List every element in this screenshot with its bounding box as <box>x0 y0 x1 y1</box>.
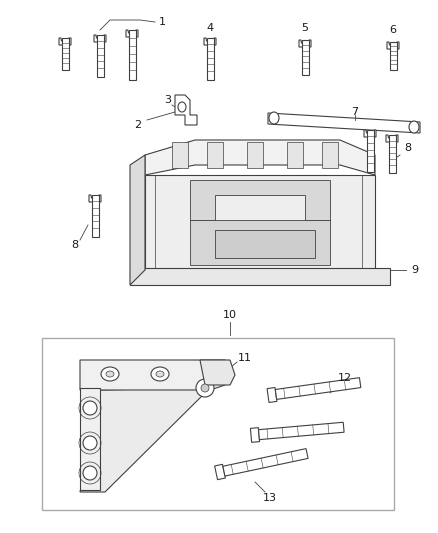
Text: 7: 7 <box>351 107 359 117</box>
Polygon shape <box>223 449 308 476</box>
Text: 2: 2 <box>134 120 141 130</box>
Polygon shape <box>204 38 216 45</box>
Text: 8: 8 <box>404 143 412 153</box>
Text: 9: 9 <box>411 265 419 275</box>
Text: 12: 12 <box>338 373 352 383</box>
Polygon shape <box>94 35 106 42</box>
Polygon shape <box>190 180 330 220</box>
Bar <box>92 195 99 237</box>
Polygon shape <box>387 42 399 49</box>
Polygon shape <box>89 195 101 202</box>
Polygon shape <box>80 360 225 390</box>
Ellipse shape <box>409 121 419 133</box>
Polygon shape <box>145 175 375 270</box>
Text: 11: 11 <box>238 353 252 363</box>
Polygon shape <box>215 464 226 480</box>
Text: 1: 1 <box>159 17 166 27</box>
Polygon shape <box>207 142 223 168</box>
Ellipse shape <box>83 401 97 415</box>
Polygon shape <box>299 40 311 47</box>
Ellipse shape <box>156 371 164 377</box>
Text: 4: 4 <box>206 23 214 33</box>
Polygon shape <box>130 268 390 285</box>
Text: 10: 10 <box>223 310 237 320</box>
Polygon shape <box>267 387 277 402</box>
Polygon shape <box>386 135 398 142</box>
Polygon shape <box>275 378 361 399</box>
Text: 13: 13 <box>263 493 277 503</box>
Polygon shape <box>251 427 260 442</box>
Polygon shape <box>130 155 145 285</box>
Polygon shape <box>200 360 235 385</box>
Polygon shape <box>80 388 210 492</box>
Bar <box>367 130 374 172</box>
Polygon shape <box>190 220 330 265</box>
Bar <box>96 35 103 77</box>
Bar <box>389 42 396 70</box>
Ellipse shape <box>151 367 169 381</box>
Text: 8: 8 <box>71 240 78 250</box>
Polygon shape <box>126 30 138 37</box>
Bar <box>128 30 135 80</box>
Ellipse shape <box>106 371 114 377</box>
Bar <box>301 40 308 75</box>
Polygon shape <box>268 113 420 133</box>
Polygon shape <box>287 142 303 168</box>
Ellipse shape <box>101 367 119 381</box>
Text: 6: 6 <box>389 25 396 35</box>
Polygon shape <box>322 142 338 168</box>
Bar <box>389 135 396 173</box>
Ellipse shape <box>178 102 186 112</box>
Bar <box>215 230 315 258</box>
Polygon shape <box>247 142 263 168</box>
Bar <box>206 38 213 80</box>
Ellipse shape <box>269 112 279 124</box>
Text: 5: 5 <box>301 23 308 33</box>
Ellipse shape <box>83 466 97 480</box>
Ellipse shape <box>201 384 209 392</box>
Polygon shape <box>175 95 197 125</box>
Polygon shape <box>364 130 376 137</box>
Polygon shape <box>59 38 71 45</box>
Bar <box>61 38 68 70</box>
Ellipse shape <box>83 436 97 450</box>
Text: 3: 3 <box>165 95 172 105</box>
Ellipse shape <box>196 379 214 397</box>
Polygon shape <box>80 388 100 490</box>
Polygon shape <box>258 422 344 440</box>
Polygon shape <box>172 142 188 168</box>
Bar <box>42 338 394 510</box>
Polygon shape <box>145 140 375 175</box>
